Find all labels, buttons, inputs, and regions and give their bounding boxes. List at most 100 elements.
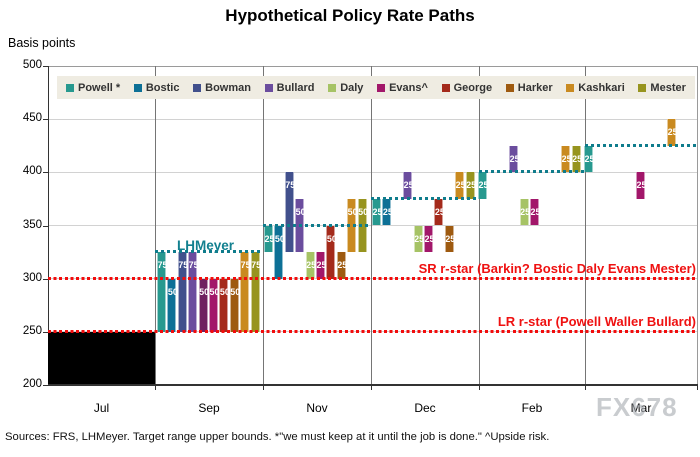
bar-label: 50 [295,206,306,217]
bar-sep-mester: 75 [250,252,262,332]
legend-item-harker: Harker [505,82,553,94]
bar-dec-mester: 25 [465,172,477,199]
bar-feb-kashkari: 25 [561,145,572,173]
bar-label: 50 [326,233,337,244]
bar-label: 25 [520,206,531,217]
bar-label: 25 [466,180,477,191]
fx678-watermark: FX678 [596,392,678,422]
legend-item-daly: Daly [328,82,363,94]
legend-swatch-evans [377,83,386,92]
legend-swatch-powell [66,83,74,92]
lhmeyer-segment-mar [585,143,697,147]
ytickmark-300 [43,278,48,280]
chart-title: Hypothetical Policy Rate Paths [225,6,475,25]
legend-label-kashkari: Kashkari [578,81,625,94]
legend-swatch-harker [505,83,514,92]
ytickmark-350 [43,225,48,227]
lhmeyer-segment-sep [155,250,263,254]
bar-label: 25 [509,153,520,164]
bar-label: 25 [434,206,445,217]
bar-label: 50 [358,206,369,217]
legend-label-george: George [453,81,493,94]
bar-label: 25 [414,233,425,244]
bar-label: 50 [347,206,358,217]
legend-label-bullard: Bullard [276,81,315,94]
bar-dec-evans: 25 [424,225,435,253]
bar-feb-mester: 25 [571,145,583,173]
month-label-mar: Mar [630,401,652,415]
bar-label: 25 [403,180,414,191]
legend-swatch-mester [638,83,647,92]
bar-mar-powell: 25 [584,145,595,173]
red-dotted-line-250 [48,330,697,334]
bar-sep-evans: 50 [209,278,220,332]
source-footnote: Sources: FRS, LHMeyer. Target range uppe… [5,431,550,443]
month-label-feb: Feb [521,401,543,415]
bar-mar-evans: 25 [636,172,647,199]
bar-mar-kashkari: 25 [667,119,678,146]
legend-item-mester: Mester [638,82,686,94]
bar-label: 50 [199,286,210,297]
month-label-jul: Jul [93,401,110,415]
legend-swatch-bostic [133,83,142,92]
bar-label: 25 [561,153,572,164]
bar-label: 75 [251,260,262,271]
ytick-label-250: 250 [22,324,42,337]
bar-label: 25 [530,206,541,217]
bar-label: 25 [636,180,647,191]
bar-label: 25 [382,206,393,217]
bar-sep-powell: 75 [157,252,168,332]
gridline-x-2 [371,66,372,384]
legend-label-daly: Daly [340,81,364,94]
bar-label: 50 [274,233,285,244]
legend-item-evans: Evans^ [377,82,428,94]
bar-nov-george: 50 [326,225,337,279]
xtickmark-4 [585,385,586,390]
y-axis-label: Basis points [8,36,76,50]
bar-label: 25 [337,260,348,271]
bar-dec-daly: 25 [413,225,425,253]
plot-border [48,66,698,386]
month-label-sep: Sep [198,401,220,415]
bar-sep-george: 50 [219,278,230,332]
bar-nov-daly: 25 [305,252,316,279]
bar-label: 25 [455,180,466,191]
bar-label: 50 [167,286,178,297]
bar-sep-daly: 50 [198,278,210,332]
xtickmark-2 [371,385,372,390]
red-dotted-line-300 [48,277,697,281]
bar-label: 25 [572,153,583,164]
legend-item-bostic: Bostic [133,82,179,94]
bar-dec-powell: 25 [372,198,383,226]
ytick-label-450: 450 [22,112,42,125]
ytickmark-450 [43,119,48,121]
month-label-dec: Dec [414,401,436,415]
bar-label: 50 [230,286,241,297]
gridline-x-4 [585,66,586,384]
lhmeyer-segment-dec [371,196,479,200]
bar-dec-bullard: 25 [403,172,414,199]
bar-label: 75 [157,260,168,271]
gridline-y-400 [49,171,697,173]
bar-label: 25 [424,233,435,244]
bar-nov-bostic: 50 [274,225,285,279]
bar-nov-harker: 25 [336,252,348,279]
legend-item-bowman: Bowman [193,82,251,94]
gridline-y-450 [49,118,697,120]
bar-dec-kashkari: 25 [455,172,466,199]
ytick-label-200: 200 [22,378,42,390]
ytick-label-500: 500 [22,59,42,71]
bar-label: 25 [445,233,456,244]
bar-feb-daly: 25 [519,198,531,226]
bar-nov-powell: 25 [264,225,275,253]
x-axis-line [48,384,698,386]
jul-target-range-box [48,331,155,385]
xtickmark-1 [263,385,264,390]
xtickmark-3 [479,385,480,390]
bar-dec-george: 25 [434,198,445,226]
legend-item-powell: Powell * [66,82,120,94]
bar-nov-evans: 25 [316,252,327,279]
ytickmark-200 [43,385,48,386]
bar-label: 75 [285,180,296,191]
legend-label-bowman: Bowman [205,81,251,94]
